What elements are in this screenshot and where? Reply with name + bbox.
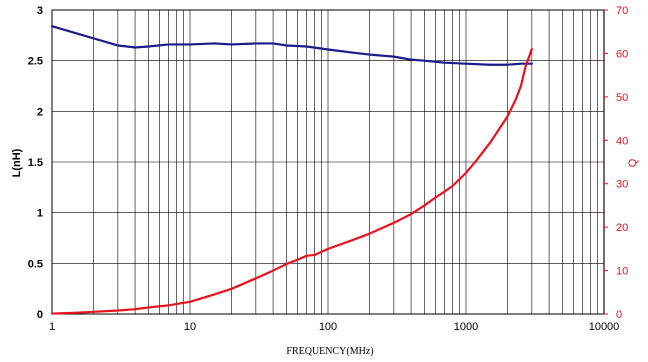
y-left-tick-label: 0.5 xyxy=(28,258,43,270)
x-tick-label: 10 xyxy=(184,321,196,333)
y-left-tick-label: 2 xyxy=(37,106,43,118)
y-left-tick-label: 1.5 xyxy=(28,157,43,169)
y-left-tick-label: 0 xyxy=(37,309,43,321)
y-right-tick-label: 30 xyxy=(616,179,628,191)
q-series-line xyxy=(50,47,533,315)
y-right-tick-label: 50 xyxy=(616,92,628,104)
y-right-tick-label: 10 xyxy=(616,266,628,278)
series-layer xyxy=(50,25,533,315)
y-right-tick-label: 0 xyxy=(616,309,622,321)
y-right-tick-label: 60 xyxy=(616,48,628,60)
y-right-tick-label: 70 xyxy=(616,5,628,17)
x-tick-label: 10000 xyxy=(589,321,620,333)
x-tick-label: 1000 xyxy=(454,321,478,333)
x-tick-label: 1 xyxy=(49,321,55,333)
y-left-tick-label: 3 xyxy=(37,5,43,17)
grid xyxy=(52,10,605,314)
x-tick-label: 100 xyxy=(319,321,337,333)
inductance-series-line xyxy=(50,25,533,66)
y-axis-left-title: L(nH) xyxy=(11,148,23,177)
plot-frame xyxy=(51,9,605,315)
y-left-tick-label: 2.5 xyxy=(28,56,43,68)
x-axis-title: FREQUENCY(MHz) xyxy=(286,346,373,357)
y-axis-right-title: Q xyxy=(627,158,639,167)
y-right-tick-label: 20 xyxy=(616,222,628,234)
y-right-tick-label: 40 xyxy=(616,135,628,147)
y-left-tick-label: 1 xyxy=(37,208,43,220)
